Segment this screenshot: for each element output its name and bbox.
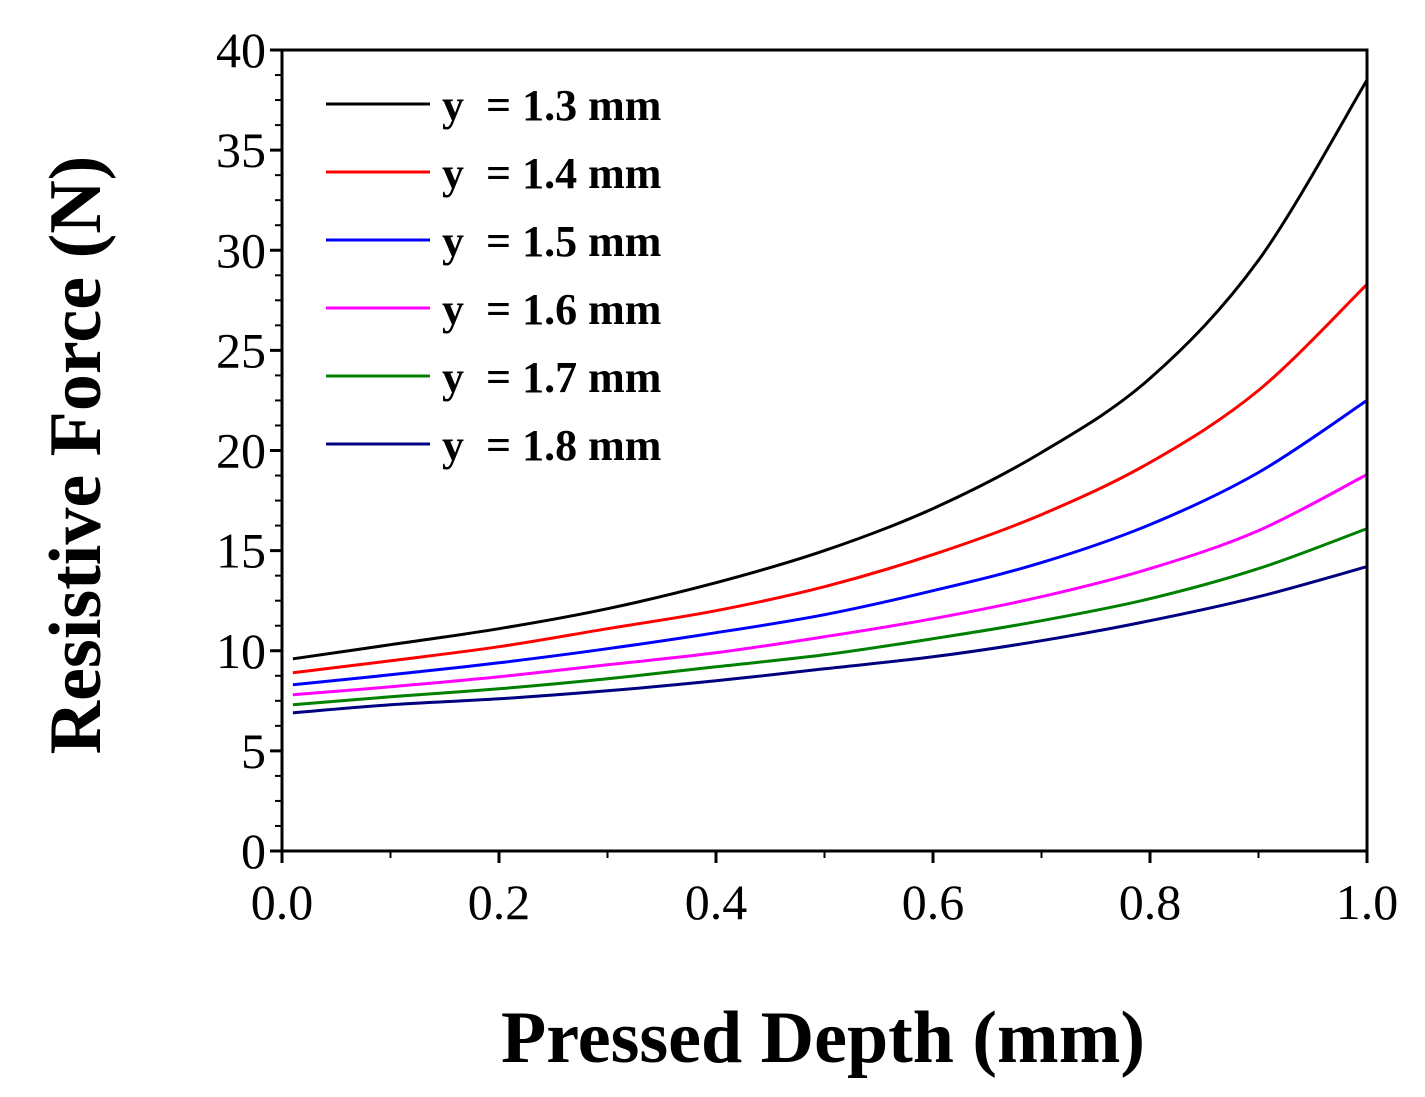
- x-tick-label: 1.0: [1336, 874, 1399, 930]
- series-line-6: [292, 565, 1368, 715]
- series-line-1: [292, 79, 1369, 661]
- series-line-5: [292, 527, 1368, 707]
- y-tick-label: 35: [216, 122, 266, 178]
- y-tick-label: 30: [216, 222, 266, 278]
- ticks-layer: 0 5 10 15 20 25 30 35 40 0.0 0.2 0.4 0.6 0.8 1.0: [216, 22, 1398, 930]
- y-axis-title: Resistive Force (N): [35, 156, 117, 755]
- plot-frame: [280, 48, 1369, 853]
- y-tick-label: 10: [216, 623, 266, 679]
- y-tick-label: 20: [216, 423, 266, 479]
- x-tick-label: 0.0: [251, 874, 314, 930]
- y-tick-label: 5: [241, 723, 266, 779]
- legend-label-6: y = 1.8 mm: [442, 421, 661, 470]
- x-tick-label: 0.4: [685, 874, 748, 930]
- legend-label-2: y = 1.4 mm: [442, 149, 661, 198]
- series-line-2: [292, 283, 1369, 675]
- legend-label-1: y = 1.3 mm: [442, 81, 661, 130]
- series-layer: [292, 79, 1369, 715]
- y-tick-label: 40: [216, 22, 266, 78]
- legend-label-4: y = 1.6 mm: [442, 285, 661, 334]
- y-tick-label: 25: [216, 322, 266, 378]
- x-tick-label: 0.6: [902, 874, 965, 930]
- legend-label-5: y = 1.7 mm: [442, 353, 661, 402]
- series-line-3: [292, 399, 1368, 687]
- y-tick-label: 15: [216, 523, 266, 579]
- x-axis-title: Pressed Depth (mm): [501, 997, 1145, 1079]
- y-tick-label: 0: [241, 823, 266, 879]
- legend-label-3: y = 1.5 mm: [442, 217, 661, 266]
- legend: y = 1.3 mm y = 1.4 mm y = 1.5 mm y = 1.6 mm…: [326, 81, 661, 470]
- x-tick-label: 0.8: [1119, 874, 1182, 930]
- series-line-4: [292, 473, 1368, 697]
- x-tick-label: 0.2: [468, 874, 531, 930]
